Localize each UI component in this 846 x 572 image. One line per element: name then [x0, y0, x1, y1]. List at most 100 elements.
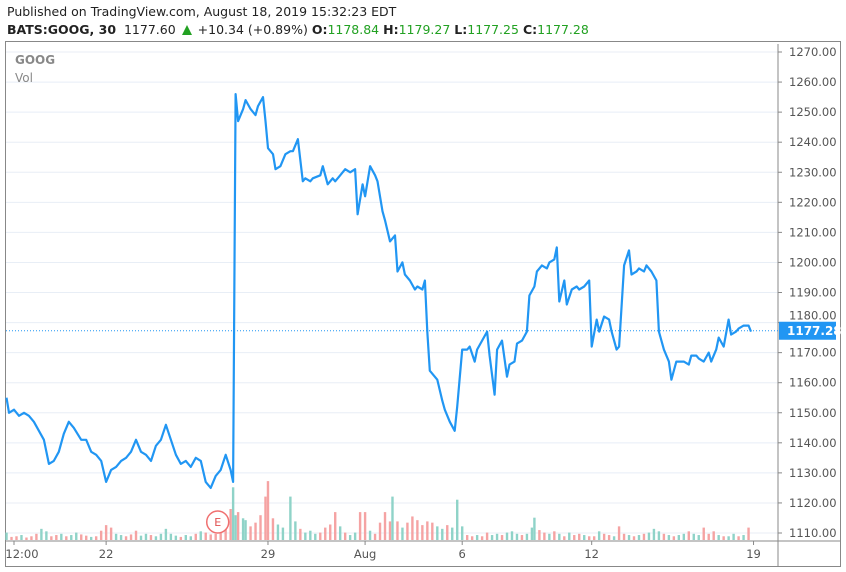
volume-bar	[236, 512, 240, 540]
volume-bar	[548, 533, 551, 540]
volume-bar	[602, 533, 606, 540]
volume-bar	[737, 536, 740, 540]
volume-bar	[164, 528, 168, 540]
volume-bar	[353, 532, 357, 540]
volume-bar	[677, 535, 681, 540]
volume-bar	[490, 535, 494, 540]
volume-bar	[515, 533, 519, 540]
volume-bar	[129, 534, 133, 540]
legend-series: GOOG	[15, 53, 56, 67]
volume-bar	[114, 533, 118, 540]
volume-bar	[396, 521, 399, 540]
low-value: 1177.25	[467, 22, 519, 37]
volume-bar	[309, 530, 312, 540]
volume-bar	[224, 521, 227, 540]
volume-bar	[500, 535, 504, 540]
price-change: +10.34 (+0.89%)	[197, 22, 308, 37]
volume-bar	[495, 533, 499, 540]
volume-bar	[391, 496, 394, 540]
volume-bar	[612, 536, 616, 540]
volume-bar	[592, 536, 596, 540]
open-value: 1178.84	[327, 22, 380, 37]
volume-bar	[244, 520, 247, 540]
volume-bar	[348, 535, 352, 540]
volume-bar	[55, 535, 58, 540]
volume-bar	[712, 531, 715, 540]
volume-bar	[194, 533, 197, 540]
volume-bar	[416, 520, 419, 540]
volume-bar	[231, 487, 235, 540]
volume-bar	[558, 533, 561, 540]
x-tick-label: 29	[261, 547, 276, 561]
y-tick-label: 1170.00	[789, 346, 837, 360]
y-tick-label: 1200.00	[789, 255, 837, 269]
volume-bar	[264, 496, 267, 540]
volume-bar	[144, 533, 148, 540]
volume-bar	[607, 535, 611, 540]
y-tick-label: 1220.00	[789, 195, 837, 209]
volume-bar	[85, 535, 88, 540]
volume-bar	[276, 524, 280, 540]
earnings-marker-circle	[205, 510, 230, 534]
volume-bar	[692, 533, 695, 540]
volume-bar	[209, 534, 212, 540]
volume-bar	[475, 535, 479, 540]
volume-bar	[742, 535, 745, 540]
volume-bar	[363, 512, 367, 540]
y-tick-label: 1180.00	[789, 309, 837, 323]
volume-bar	[505, 532, 509, 540]
volume-bar	[573, 535, 576, 540]
volume-bar	[154, 536, 158, 540]
volume-bar	[652, 528, 656, 540]
volume-bar	[441, 528, 444, 540]
volume-bar	[722, 536, 725, 540]
volume-bar	[139, 535, 143, 540]
volume-bar	[388, 521, 392, 540]
volume-bar	[94, 536, 98, 540]
y-tick-label: 1240.00	[789, 135, 837, 149]
volume-bar	[241, 518, 245, 540]
volume-bar	[184, 535, 188, 540]
y-tick-label: 1260.00	[789, 75, 837, 89]
y-tick-label: 1250.00	[789, 105, 837, 119]
volume-bar	[657, 531, 661, 540]
volume-bar	[70, 535, 73, 540]
volume-bar	[25, 537, 28, 540]
volume-bar	[406, 522, 409, 540]
high-label: H:	[383, 22, 399, 37]
volume-bar	[299, 528, 302, 540]
volume-bar	[60, 533, 63, 540]
legend-volume: Vol	[15, 71, 33, 85]
y-tick-label: 1130.00	[789, 466, 837, 480]
volume-bar	[485, 532, 489, 540]
volume-bar	[717, 535, 720, 540]
volume-bar	[525, 533, 529, 540]
price-line	[5, 92, 753, 489]
x-tick-label: 6	[459, 547, 466, 561]
volume-bar	[401, 527, 404, 540]
volume-bar	[294, 521, 297, 540]
volume-bar	[707, 533, 710, 540]
volume-bar	[530, 527, 534, 540]
volume-bar	[343, 532, 347, 540]
volume-bar	[732, 533, 735, 540]
volume-bar	[682, 533, 686, 540]
volume-bar	[80, 534, 83, 540]
volume-bar	[229, 509, 232, 540]
volume-bar	[543, 532, 546, 540]
volume-bar	[319, 532, 322, 540]
up-arrow-icon	[181, 25, 192, 35]
chart-frame[interactable]	[5, 41, 841, 567]
volume-bar	[304, 532, 307, 540]
volume-bar	[109, 527, 113, 540]
volume-bar	[10, 536, 13, 540]
symbol-ohlc-bar: BATS:GOOG, 30 1177.60 +10.34 (+0.89%) O:…	[7, 22, 589, 37]
earnings-marker[interactable]: E	[205, 510, 230, 534]
y-tick-label: 1190.00	[789, 286, 837, 300]
volume-bar	[461, 526, 464, 540]
volume-bar	[281, 527, 285, 540]
y-tick-label: 1210.00	[789, 225, 837, 239]
volume-bar	[104, 525, 108, 540]
volume-bar	[637, 535, 641, 540]
